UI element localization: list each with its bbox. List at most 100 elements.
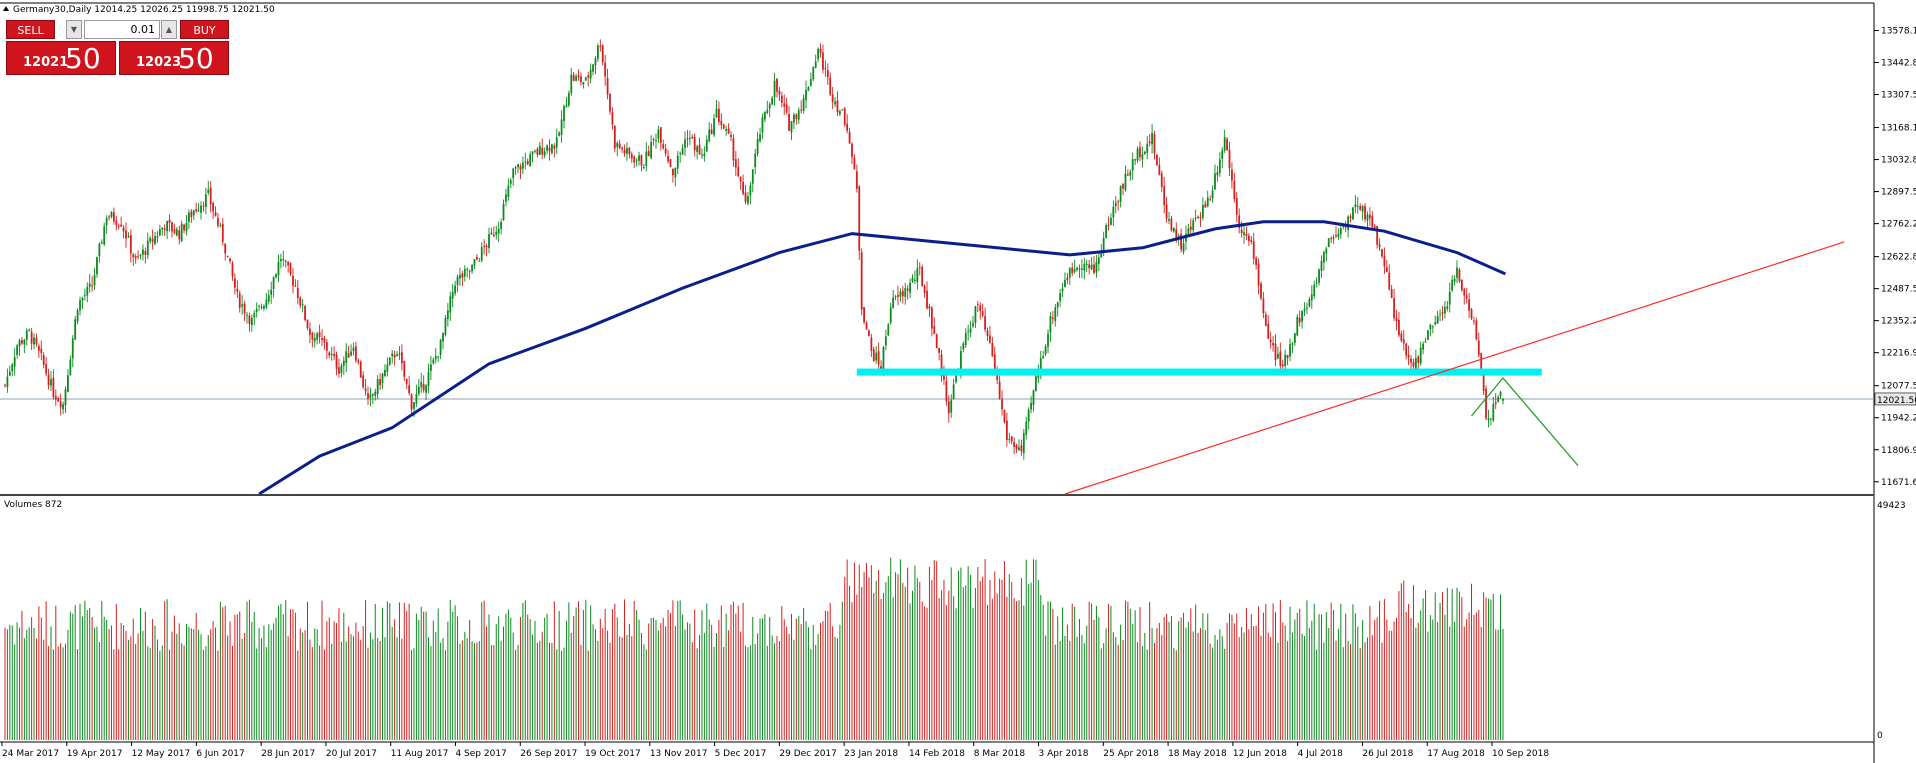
- candle-body: [1059, 293, 1062, 302]
- candle-body: [505, 194, 507, 202]
- candle-body: [800, 109, 803, 111]
- candle-body: [1221, 150, 1224, 159]
- candle-body: [642, 167, 645, 169]
- sell-button[interactable]: SELL: [6, 20, 55, 39]
- candle-body: [676, 155, 679, 169]
- candle-body: [23, 339, 26, 345]
- date-tick-label: 23 Jan 2018: [844, 749, 898, 759]
- candle-body: [734, 159, 737, 168]
- candle-body: [161, 227, 164, 230]
- projection-path[interactable]: [1471, 377, 1579, 466]
- candle-body: [657, 129, 660, 139]
- candle-body: [974, 306, 977, 324]
- lot-down-icon[interactable]: ▼: [66, 20, 82, 39]
- candle-body: [691, 136, 694, 139]
- volume-axis-max: 49423: [1877, 501, 1906, 511]
- candle-body: [1354, 204, 1357, 208]
- candle-body: [16, 345, 18, 355]
- candle-body: [267, 295, 270, 302]
- bid-price-button[interactable]: 12021 50: [6, 41, 116, 75]
- candle-body: [439, 339, 442, 355]
- candle-body: [960, 351, 962, 374]
- candle-body: [1061, 288, 1064, 292]
- candle-body: [209, 187, 212, 205]
- candle-body: [725, 128, 728, 131]
- candle-body: [587, 75, 590, 78]
- date-tick-label: 11 Aug 2017: [391, 749, 449, 759]
- candle-body: [158, 229, 161, 236]
- candle-body: [616, 143, 619, 148]
- ask-price-button[interactable]: 12023 50: [119, 41, 229, 75]
- candle-body: [1156, 154, 1158, 166]
- date-tick-label: 6 Jun 2017: [196, 749, 244, 759]
- candle-body: [1255, 258, 1258, 265]
- candle-body: [766, 109, 769, 113]
- candle-body: [512, 168, 515, 179]
- candle-body: [623, 149, 626, 154]
- candle-body: [797, 110, 800, 120]
- candle-body: [536, 148, 539, 155]
- candle-body: [1414, 358, 1417, 369]
- candle-body: [483, 245, 486, 247]
- candle-body: [592, 64, 594, 72]
- candle-body: [805, 89, 807, 101]
- candle-body: [74, 319, 77, 340]
- date-tick-label: 5 Dec 2017: [715, 749, 767, 759]
- candle-body: [1412, 361, 1415, 367]
- candle-body: [294, 285, 297, 287]
- candle-body: [1134, 159, 1137, 161]
- candle-body: [1262, 298, 1265, 314]
- candle-body: [650, 141, 653, 159]
- candle-body: [381, 373, 384, 383]
- trend-line[interactable]: [1064, 241, 1845, 495]
- candle-body: [560, 119, 563, 135]
- candle-body: [669, 159, 672, 167]
- candle-body: [589, 69, 592, 79]
- candle-body: [1368, 214, 1371, 219]
- candle-body: [1030, 402, 1032, 410]
- candle-body: [13, 357, 16, 367]
- candle-body: [1460, 279, 1463, 290]
- candle-body: [1018, 447, 1020, 451]
- buy-button[interactable]: BUY: [180, 20, 229, 39]
- candle-body: [270, 289, 273, 295]
- date-tick-label: 26 Jul 2018: [1362, 749, 1413, 759]
- candle-body: [1044, 346, 1047, 355]
- candle-body: [444, 317, 447, 335]
- moving-average-line[interactable]: [258, 220, 1507, 496]
- candle-body: [1151, 132, 1153, 145]
- lot-size-input[interactable]: 0.01: [84, 20, 160, 39]
- candle-body: [422, 384, 425, 391]
- candle-body: [979, 305, 982, 311]
- date-tick-label: 24 Mar 2017: [2, 749, 59, 759]
- candle-body: [1439, 314, 1441, 316]
- candle-body: [1434, 322, 1437, 325]
- candle-body: [1054, 307, 1057, 321]
- candle-body: [732, 138, 735, 161]
- candle-body: [156, 236, 159, 238]
- lot-up-icon[interactable]: ▲: [161, 20, 177, 39]
- support-zone[interactable]: [856, 368, 1542, 376]
- candle-body: [672, 168, 674, 176]
- candle-body: [255, 308, 258, 312]
- candle-body: [601, 45, 604, 63]
- candle-body: [1492, 404, 1495, 421]
- candle-body: [1470, 309, 1473, 319]
- candle-body: [822, 52, 824, 70]
- candle-body: [246, 314, 248, 316]
- candle-body: [1175, 229, 1178, 241]
- candle-body: [749, 185, 752, 196]
- candle-body: [1243, 232, 1245, 236]
- candle-body: [655, 140, 657, 142]
- candle-body: [1475, 320, 1478, 340]
- candle-body: [8, 371, 11, 376]
- candle-body: [1487, 418, 1490, 420]
- candle-body: [178, 230, 181, 240]
- candle-body: [188, 212, 190, 223]
- candle-body: [461, 273, 464, 278]
- candle-body: [425, 385, 427, 393]
- candle-body: [577, 75, 580, 78]
- candle-body: [345, 351, 348, 364]
